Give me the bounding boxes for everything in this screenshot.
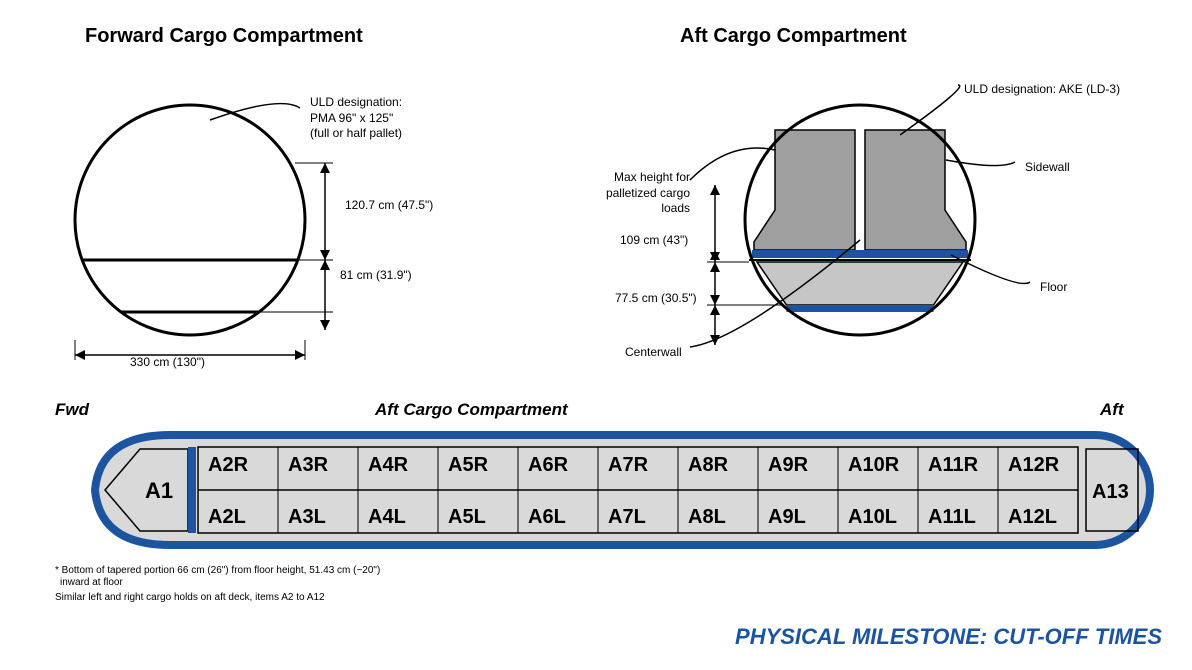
svg-text:A5R: A5R: [448, 454, 489, 476]
svg-text:A11L: A11L: [928, 506, 976, 528]
svg-text:A8R: A8R: [688, 454, 729, 476]
svg-text:A2L: A2L: [208, 506, 246, 528]
svg-text:A11R: A11R: [928, 454, 979, 476]
plan-fwd-label: Fwd: [55, 400, 89, 420]
svg-text:A4L: A4L: [368, 506, 406, 528]
aft-maxheight-val: 109 cm (43"): [620, 233, 688, 249]
plan-aft-title: Aft Cargo Compartment: [375, 400, 568, 420]
fwd-cross-section: [40, 60, 540, 390]
svg-text:A6R: A6R: [528, 454, 569, 476]
fwd-maxheight-label: 120.7 cm (47.5"): [345, 198, 433, 214]
aft-uld-label: ULD designation: AKE (LD-3): [964, 82, 1120, 98]
svg-text:A6L: A6L: [528, 506, 566, 528]
svg-text:A9L: A9L: [768, 506, 806, 528]
svg-text:A3L: A3L: [288, 506, 326, 528]
fwd-floorheight-label: 81 cm (31.9"): [340, 268, 412, 284]
svg-text:A7R: A7R: [608, 454, 649, 476]
aft-cross-section: [560, 60, 1120, 390]
plan-note: Similar left and right cargo holds on af…: [55, 592, 325, 603]
banner-text: PHYSICAL MILESTONE: CUT-OFF TIMES: [735, 624, 1162, 650]
svg-text:A1: A1: [145, 478, 173, 503]
aft-floorheight-val: 77.5 cm (30.5"): [615, 291, 697, 307]
svg-text:A5L: A5L: [448, 506, 486, 528]
aft-centerwall-label: Centerwall: [625, 345, 682, 361]
svg-text:A7L: A7L: [608, 506, 646, 528]
footnote-1: * Bottom of tapered portion 66 cm (26") …: [55, 565, 380, 576]
svg-text:A10R: A10R: [848, 454, 900, 476]
svg-text:A12L: A12L: [1008, 506, 1057, 528]
svg-text:A13: A13: [1092, 481, 1129, 503]
fwd-heading: Forward Cargo Compartment: [85, 25, 363, 48]
svg-text:A10L: A10L: [848, 506, 897, 528]
aft-sidewall-label: Sidewall: [1025, 160, 1070, 176]
plan-aft-label: Aft: [1100, 400, 1124, 420]
fwd-width-label: 330 cm (130"): [130, 355, 205, 371]
svg-text:A4R: A4R: [368, 454, 409, 476]
svg-text:A9R: A9R: [768, 454, 809, 476]
fuselage-plan: A1 A13 A2R A2L A3R A3L A4R A4L A5R A5L A6R A6L A7R A7…: [40, 425, 1160, 555]
aft-floor-label: Floor: [1040, 280, 1067, 296]
svg-text:A3R: A3R: [288, 454, 329, 476]
footnote-2: inward at floor: [60, 577, 123, 588]
svg-text:A12R: A12R: [1008, 454, 1060, 476]
svg-text:A8L: A8L: [688, 506, 726, 528]
aft-heading: Aft Cargo Compartment: [680, 25, 907, 48]
aft-maxheight-text: Max height for palletized cargo loads: [595, 170, 690, 217]
fwd-uld-label: ULD designation: PMA 96" x 125" (full or…: [310, 95, 402, 142]
svg-text:A2R: A2R: [208, 454, 249, 476]
